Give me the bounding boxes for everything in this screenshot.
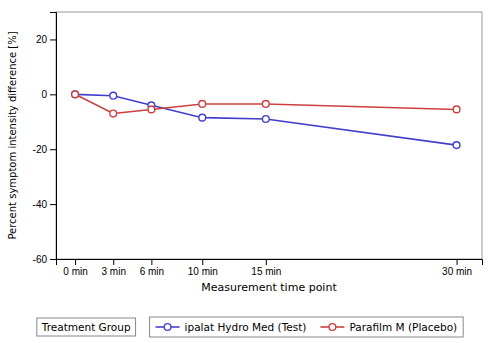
x-axis: 0 min 3 min 6 min 10 min 15 min 30 min	[57, 259, 483, 277]
y-tick-label: 20	[36, 34, 48, 45]
series	[72, 91, 460, 117]
legend: Treatment Group ipalat Hydro Med (Test) Pa…	[37, 317, 463, 337]
plot-frame	[56, 12, 482, 259]
chart: 0 min3 min6 min10 min15 min30 min-60-40-…	[0, 0, 500, 343]
x-tick-label: 0 min	[63, 266, 87, 277]
legend-item: Parafilm M (Placebo)	[320, 321, 457, 333]
legend-item: ipalat Hydro Med (Test)	[156, 321, 307, 333]
legend-box	[150, 317, 464, 337]
series-marker	[110, 110, 117, 117]
x-tick: 30 min	[442, 259, 472, 277]
y-tick: -40	[33, 199, 56, 210]
x-tick: 6 min	[140, 259, 164, 277]
legend-entries: ipalat Hydro Med (Test) Parafilm M (Place…	[150, 317, 464, 337]
x-tick-mark	[457, 259, 458, 265]
series-marker	[148, 106, 155, 113]
x-axis-title: Measurement time point	[201, 281, 337, 294]
y-axis: -60 -40 -20 0 20	[33, 13, 57, 265]
y-tick: -60	[33, 254, 56, 265]
y-tick-mark	[50, 149, 56, 150]
y-tick-mark	[50, 39, 56, 40]
series-line	[75, 94, 456, 145]
y-tick-mark	[50, 94, 56, 95]
x-tick: 15 min	[251, 259, 281, 277]
x-tick-mark	[266, 259, 267, 265]
legend-marker	[329, 324, 336, 331]
series-marker	[199, 114, 206, 121]
annotation-box	[37, 318, 136, 336]
x-tick-label: 15 min	[251, 266, 281, 277]
x-axis-line	[57, 260, 483, 266]
x-tick-label: 10 min	[188, 266, 218, 277]
y-tick-label: 0	[41, 89, 47, 100]
x-tick-mark	[75, 259, 76, 265]
y-tick-label: -60	[33, 254, 48, 265]
series-line	[75, 94, 456, 113]
series-marker	[453, 106, 460, 113]
y-axis-title: Percent symptom intensity difference [%]	[7, 31, 18, 239]
x-tick-label: 30 min	[442, 266, 472, 277]
x-tick-label: 6 min	[140, 266, 164, 277]
x-tick-mark	[202, 259, 203, 265]
series-marker	[72, 91, 79, 98]
series-marker	[110, 92, 117, 99]
y-tick-label: -40	[33, 199, 48, 210]
x-tick: 10 min	[188, 259, 218, 277]
y-tick: -20	[33, 144, 56, 155]
legend-marker	[164, 324, 171, 331]
y-axis-line	[50, 13, 57, 260]
series	[72, 91, 460, 149]
series-marker	[199, 101, 206, 108]
y-tick: 0	[41, 89, 56, 100]
series-marker	[453, 142, 460, 149]
series-group	[72, 91, 460, 149]
annotation: Treatment Group	[37, 318, 136, 336]
y-tick-mark	[50, 204, 56, 205]
annotation-text: Treatment Group	[41, 321, 131, 333]
x-tick-label: 3 min	[101, 266, 125, 277]
plot: 0 min3 min6 min10 min15 min30 min-60-40-…	[7, 12, 483, 294]
series-marker	[262, 116, 269, 123]
series-marker	[262, 101, 269, 108]
y-tick: 20	[36, 34, 56, 45]
y-tick-mark	[50, 259, 56, 260]
y-tick-label: -20	[33, 144, 48, 155]
legend-label: ipalat Hydro Med (Test)	[185, 321, 307, 333]
x-tick-mark	[151, 259, 152, 265]
x-tick-mark	[113, 259, 114, 265]
x-tick: 3 min	[101, 259, 125, 277]
legend-label: Parafilm M (Placebo)	[349, 321, 457, 333]
x-tick: 0 min	[63, 259, 87, 277]
series-marker	[72, 91, 79, 98]
